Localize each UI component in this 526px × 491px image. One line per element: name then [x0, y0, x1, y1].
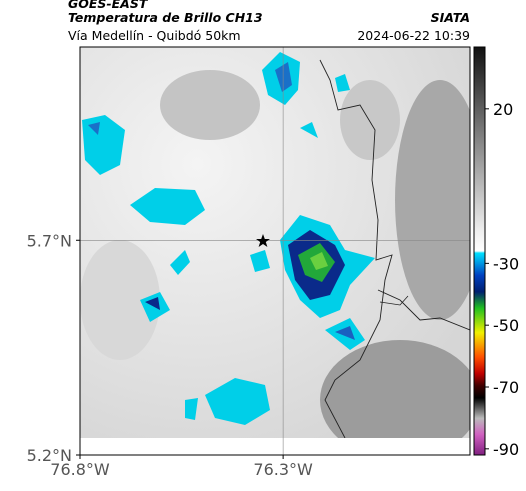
region: Vía Medellín - Quibdó 50km — [68, 28, 241, 43]
title: GOES-EAST — [68, 0, 149, 11]
map-frame — [79, 46, 471, 456]
colorbar-tick-label: -70 — [493, 378, 519, 397]
colorbar — [473, 46, 486, 456]
colorbar-tick-label: -50 — [493, 316, 519, 335]
city-marker — [256, 234, 270, 247]
y-tick-label: 5.7°N — [27, 231, 72, 250]
x-tick-label: 76.8°W — [50, 460, 110, 479]
colorbar-tick-label: 20 — [493, 100, 513, 119]
timestamp: 2024-06-22 10:39 — [357, 28, 470, 43]
x-tick-label: 76.3°W — [253, 460, 313, 479]
imagery — [80, 47, 470, 438]
y-tick-label: 5.2°N — [27, 446, 72, 465]
colorbar-tick-label: -90 — [493, 440, 519, 459]
colorbar-tick-label: -30 — [493, 254, 519, 273]
subtitle: Temperatura de Brillo CH13 — [68, 10, 263, 25]
source: SIATA — [431, 10, 470, 25]
